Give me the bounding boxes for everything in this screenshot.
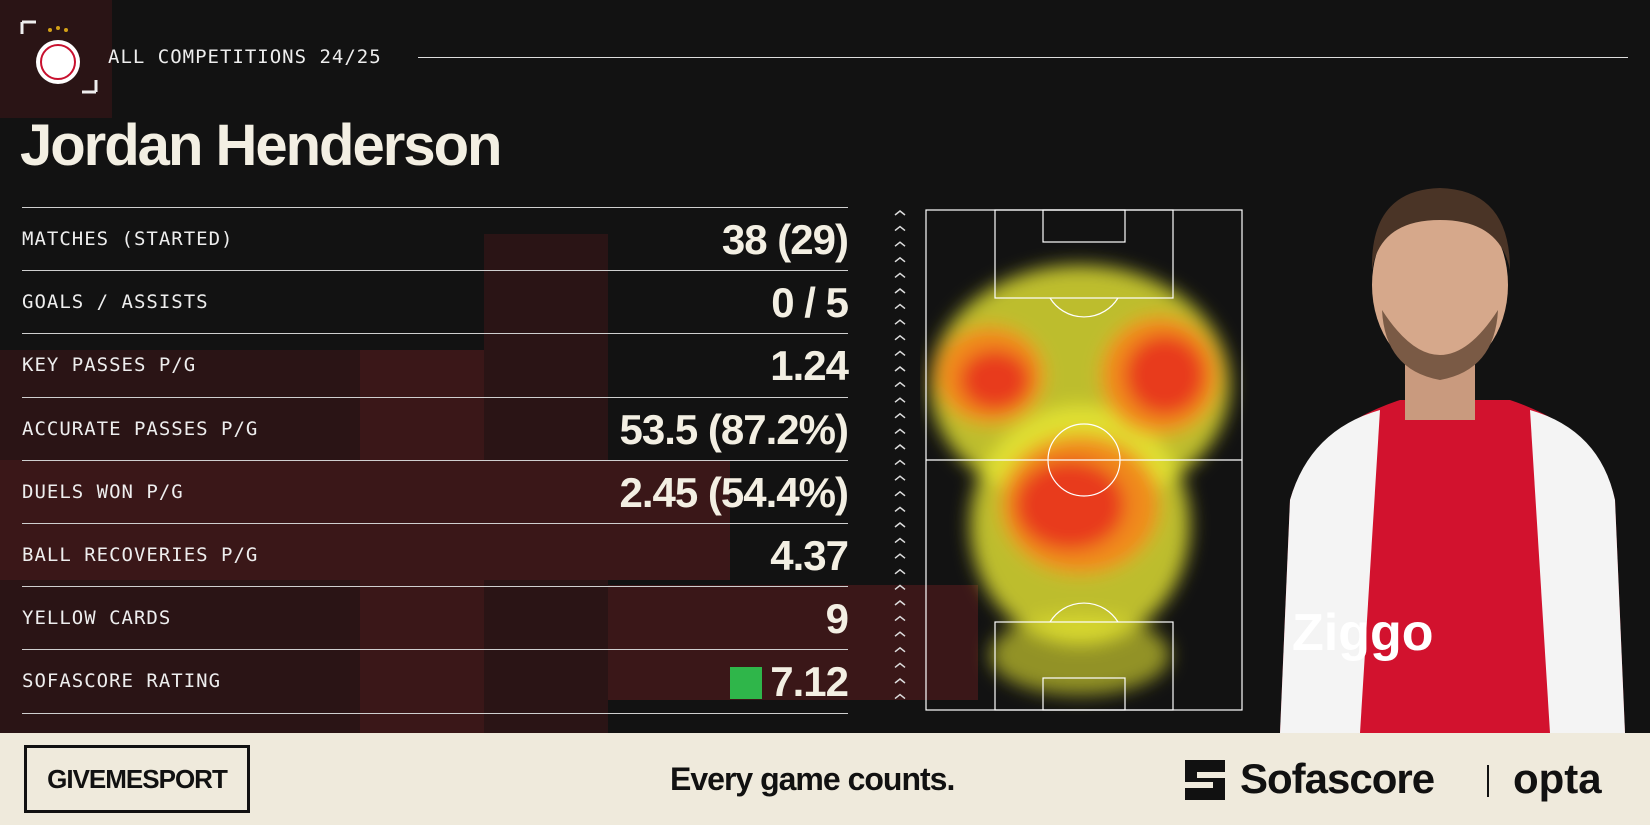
stat-value: 9	[825, 595, 849, 643]
stat-value-text: 9	[825, 595, 849, 643]
stat-row: KEY PASSES P/G 1.24	[22, 333, 849, 397]
bg-block	[0, 460, 730, 580]
stat-row: DUELS WON P/G 2.45 (54.4%)	[22, 459, 849, 524]
stat-value: 4.37	[770, 532, 849, 580]
club-badge	[20, 20, 98, 94]
stat-row: GOALS / ASSISTS 0 / 5	[22, 270, 849, 334]
stat-label: GOALS / ASSISTS	[22, 291, 209, 314]
svg-text:Ziggo: Ziggo	[1292, 604, 1434, 662]
separator	[1487, 765, 1489, 797]
competition: ALL COMPETITIONS 24/25	[108, 46, 382, 68]
stat-value: 53.5 (87.2%)	[619, 405, 849, 454]
stat-value-text: 0 / 5	[771, 279, 849, 327]
stat-label: YELLOW CARDS	[22, 607, 172, 630]
bg-block	[608, 585, 978, 700]
stat-value-text: 2.45 (54.4%)	[619, 468, 849, 516]
heatmap	[925, 209, 1243, 711]
stat-value: 0 / 5	[771, 279, 849, 327]
stat-label: SOFASCORE RATING	[22, 670, 222, 693]
player-photo: Ziggo	[1280, 188, 1625, 733]
stat-value: 1.24	[770, 342, 849, 390]
tagline: Every game counts.	[670, 761, 955, 797]
stat-value-text: 7.12	[770, 658, 849, 706]
sofascore-icon	[1185, 760, 1225, 800]
stat-label: MATCHES (STARTED)	[22, 228, 234, 250]
stat-value-text: 4.37	[770, 532, 849, 579]
stat-row: SOFASCORE RATING 7.12	[22, 649, 849, 715]
stat-value-text: 53.5 (87.2%)	[619, 405, 849, 453]
stat-row: BALL RECOVERIES P/G 4.37	[22, 523, 849, 587]
data-provider-logo: opta	[1513, 755, 1602, 802]
stat-value-text: 38 (29)	[721, 216, 849, 263]
stat-row: MATCHES (STARTED) 38 (29)	[22, 207, 849, 271]
stat-label: ACCURATE PASSES P/G	[22, 417, 259, 440]
publisher-logo: GIVEMESPORT	[24, 745, 250, 813]
stat-value: 38 (29)	[721, 216, 849, 264]
stat-row: ACCURATE PASSES P/G 53.5 (87.2%)	[22, 396, 849, 461]
footer: GIVEMESPORT Every game counts. Sofascore…	[0, 733, 1650, 825]
player-name: Jordan Henderson	[20, 113, 502, 178]
stat-row: YELLOW CARDS 9	[22, 586, 849, 650]
partner-logo: Sofascore	[1240, 755, 1435, 802]
stat-value-text: 1.24	[770, 342, 849, 390]
divider	[418, 57, 1628, 58]
stat-label: BALL RECOVERIES P/G	[22, 544, 259, 566]
stat-label: KEY PASSES P/G	[22, 354, 197, 377]
stat-label: DUELS WON P/G	[22, 480, 184, 503]
stat-value: 7.12	[730, 658, 849, 706]
rating-badge	[730, 667, 763, 700]
stat-value: 2.45 (54.4%)	[619, 468, 849, 517]
chevrons	[894, 210, 906, 700]
